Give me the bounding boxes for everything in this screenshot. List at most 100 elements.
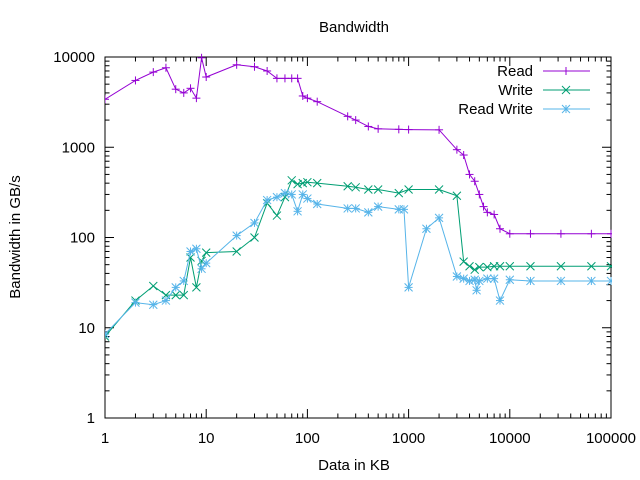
data-point-read	[232, 60, 241, 69]
data-point-write	[556, 261, 566, 271]
legend-marker-write	[561, 85, 571, 95]
data-point-read-write	[472, 285, 481, 295]
data-point-read-write	[399, 205, 409, 214]
data-point-read-write	[148, 300, 158, 310]
data-point-read-write	[351, 204, 361, 213]
data-point-read-write	[465, 276, 474, 286]
plot-frame	[104, 56, 612, 419]
data-point-write	[373, 185, 383, 194]
data-point-write	[303, 177, 312, 187]
data-point-read	[343, 112, 352, 121]
data-point-write	[526, 261, 535, 271]
data-point-read	[298, 91, 307, 100]
x-tick-label: 1000	[392, 430, 425, 447]
data-point-read-write	[171, 283, 181, 292]
x-tick-label: 10000	[489, 430, 531, 447]
data-point-write	[505, 261, 515, 271]
data-point-write	[186, 253, 195, 262]
plot-border	[104, 56, 612, 419]
data-point-read-write	[287, 190, 297, 199]
data-point-read-write	[303, 194, 312, 203]
data-point-read	[505, 229, 514, 238]
data-point-read	[607, 229, 612, 238]
legend-label-read-write: Read Write	[458, 101, 533, 118]
data-point-write	[232, 247, 242, 256]
data-point-read	[313, 97, 322, 106]
y-axis-label: Bandwidth in GB/s	[7, 175, 24, 298]
data-point-read	[483, 208, 492, 217]
x-tick-label: 1	[101, 430, 109, 447]
data-point-read-write	[452, 272, 462, 281]
data-point-write	[179, 290, 189, 300]
legend-label-write: Write	[498, 82, 533, 99]
data-point-write	[287, 175, 297, 185]
y-tick-label: 10	[78, 320, 95, 337]
data-point-read-write	[526, 276, 535, 286]
data-point-read-write	[293, 206, 302, 216]
data-point-read-write	[556, 276, 566, 286]
data-point-read	[303, 94, 312, 103]
data-point-read-write	[272, 192, 282, 202]
data-point-write	[434, 185, 444, 194]
data-point-read	[161, 63, 170, 72]
data-point-read	[202, 73, 211, 82]
axis-ticks: 1 10 100 1000 10000 100000 1 10 100 1000 10000	[53, 49, 636, 447]
data-point-read	[149, 68, 158, 77]
data-point-read-write	[587, 276, 596, 286]
x-axis-label: Data in KB	[318, 457, 390, 474]
data-point-read	[263, 66, 272, 75]
data-point-read-write	[312, 199, 322, 209]
data-point-read-write	[489, 274, 499, 284]
data-point-read	[587, 229, 596, 238]
data-point-read	[495, 224, 504, 233]
data-point-write	[394, 188, 404, 198]
data-point-write	[343, 181, 353, 191]
data-point-read-write	[131, 298, 140, 307]
chart-title: Bandwidth	[319, 19, 389, 36]
data-point-write	[495, 261, 505, 271]
data-point-read	[272, 74, 281, 83]
data-point-read-write	[232, 231, 242, 240]
y-tick-label: 1	[87, 410, 95, 427]
data-point-read-write	[250, 218, 259, 228]
data-point-read	[479, 202, 488, 211]
data-point-read-write	[363, 207, 373, 217]
data-point-write	[459, 257, 469, 267]
data-point-read	[131, 76, 140, 85]
data-point-read-write	[262, 195, 272, 205]
y-tick-label: 10000	[53, 49, 95, 66]
data-point-read	[526, 229, 535, 238]
series-read-write	[105, 188, 612, 339]
data-point-read-write	[434, 213, 444, 223]
data-point-read-write	[161, 296, 171, 305]
series-read	[105, 53, 612, 238]
legend-marker-read	[562, 67, 570, 75]
series-line-read-write	[105, 192, 611, 335]
data-point-read	[475, 190, 484, 199]
data-point-read-write	[280, 188, 290, 198]
data-point-read	[197, 53, 206, 62]
series-line-write	[105, 179, 611, 337]
data-point-write	[312, 178, 322, 188]
x-tick-label: 100	[295, 430, 320, 447]
data-point-read-write	[373, 202, 383, 211]
data-point-read	[364, 122, 373, 131]
data-point-read	[280, 74, 289, 83]
data-point-read	[394, 125, 403, 134]
data-point-write	[351, 182, 361, 192]
data-point-read	[105, 95, 109, 104]
series-write	[105, 175, 612, 341]
data-point-read	[404, 125, 413, 134]
data-point-read	[179, 88, 188, 97]
data-point-read	[293, 74, 302, 83]
data-point-write	[606, 261, 612, 271]
data-point-read	[435, 125, 444, 134]
series-line-read	[105, 57, 611, 235]
legend: Read Write Read Write	[458, 63, 590, 118]
data-point-read-write	[105, 329, 110, 339]
data-point-read	[452, 145, 461, 154]
data-point-read-write	[422, 224, 431, 234]
data-point-read	[459, 151, 468, 160]
data-point-read	[490, 210, 499, 219]
